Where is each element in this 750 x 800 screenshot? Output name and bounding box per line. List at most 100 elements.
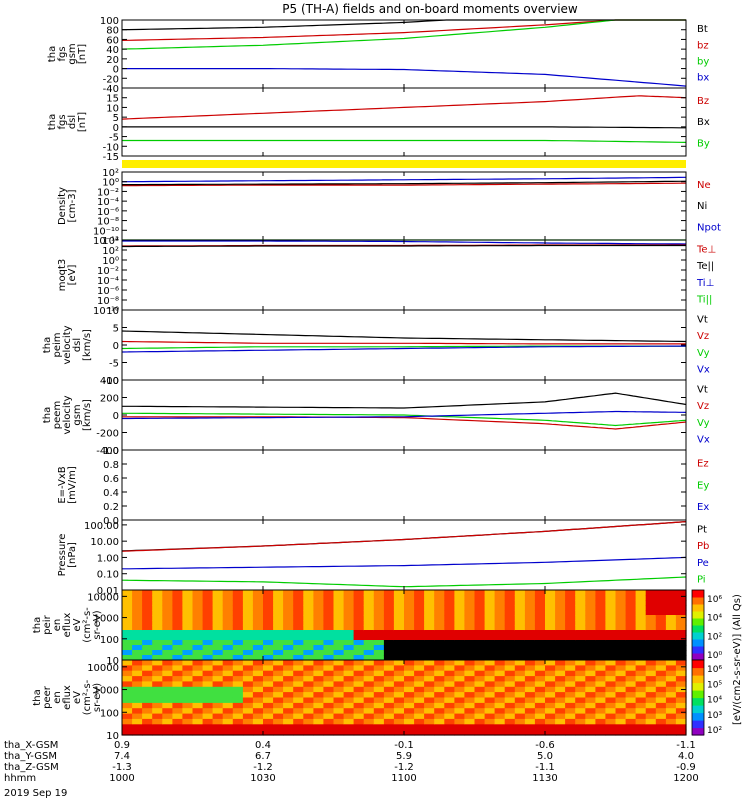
spectrogram-cell — [615, 650, 627, 656]
spectrogram-cell — [585, 655, 596, 661]
spectrogram-cell — [595, 655, 607, 661]
panel-frame — [121, 449, 687, 521]
spectrogram-cell — [363, 635, 375, 641]
spectrogram-cell — [444, 650, 455, 656]
spectrogram-cell — [565, 650, 576, 656]
spectrogram-cell — [655, 702, 667, 709]
spectrogram-cell — [393, 655, 405, 661]
y-tick-label: 10.00 — [90, 537, 119, 548]
spectrogram-cell — [524, 665, 536, 672]
legend-label: Pi — [697, 575, 706, 586]
spectrogram-cell — [182, 655, 194, 661]
spectrogram-cell — [393, 697, 405, 704]
spectrogram-cell — [494, 610, 506, 616]
spectrogram-cell — [373, 650, 385, 656]
spectrogram-cell — [645, 600, 657, 606]
spectrogram-cell — [484, 681, 496, 688]
spectrogram-cell — [122, 670, 133, 677]
spectrogram-cell — [252, 713, 264, 720]
spectrogram-cell — [615, 686, 627, 693]
spectrogram-cell — [222, 640, 234, 646]
spectrogram-cell — [645, 702, 657, 709]
spectrogram-cell — [393, 708, 405, 715]
spectrogram-cell — [313, 713, 325, 720]
spectrogram-cell — [333, 708, 345, 715]
spectrogram-cell — [363, 655, 375, 661]
spectrogram-cell — [605, 670, 617, 677]
spectrogram-cell — [645, 640, 657, 646]
spectrogram-cell — [444, 670, 455, 677]
spectrogram-cell — [424, 660, 435, 666]
spectrogram-cell — [232, 724, 244, 731]
spectrogram-cell — [393, 615, 405, 621]
spectrogram-cell — [565, 615, 576, 621]
spectrogram-cell — [464, 590, 476, 596]
y-tick-label: 10⁰ — [102, 178, 119, 189]
spectrogram-cell — [565, 665, 576, 672]
spectrogram-cell — [192, 595, 204, 601]
spectrogram-cell — [182, 729, 194, 736]
spectrogram-cell — [444, 724, 455, 731]
spectrogram-cell — [343, 692, 355, 699]
spectrogram-cell — [434, 670, 445, 677]
spectrogram-cell — [585, 635, 596, 641]
spectrogram-cell — [353, 595, 365, 601]
spectrogram-cell — [565, 600, 576, 606]
spectrogram-cell — [122, 650, 133, 656]
spectrogram-cell — [343, 713, 355, 720]
spectrogram-cell — [202, 665, 214, 672]
spectrogram-cell — [605, 625, 617, 631]
spectrogram-cell — [464, 713, 476, 720]
spectrogram-cell — [363, 697, 375, 704]
spectrogram-cell — [393, 718, 405, 725]
spectrogram-cell — [444, 692, 455, 699]
spectrogram-cell — [575, 640, 586, 646]
spectrogram-cell — [454, 660, 466, 666]
spectrogram-cell — [293, 676, 304, 683]
spectrogram-cell — [545, 610, 556, 616]
date-label: 2019 Sep 19 — [4, 788, 67, 799]
spectrogram-cell — [363, 645, 375, 651]
spectrogram-cell — [615, 625, 627, 631]
spectrogram-cell — [142, 708, 153, 715]
spectrogram-cell — [263, 713, 274, 720]
spectrogram-cell — [142, 605, 153, 611]
colorbar-segment — [692, 635, 704, 640]
spectrogram-cell — [313, 640, 325, 646]
spectrogram-cell — [565, 670, 576, 677]
legend-label: bx — [697, 73, 709, 84]
spectrogram-cell — [464, 692, 476, 699]
spectrogram-cell — [524, 615, 536, 621]
spectrogram-cell — [565, 620, 576, 626]
spectrogram-cell — [514, 708, 526, 715]
x-axis-row-value: 7.4 — [114, 751, 130, 762]
spectrogram-cell — [132, 681, 143, 688]
spectrogram-cell — [524, 620, 536, 626]
spectrogram-cell — [575, 692, 586, 699]
spectrogram-cell — [504, 630, 516, 636]
spectrogram-cell — [333, 713, 345, 720]
spectrogram-cell — [645, 595, 657, 601]
y-axis-label-line: tha — [42, 407, 53, 423]
spectrogram-cell — [484, 724, 496, 731]
spectrogram-cell — [615, 729, 627, 736]
spectrogram-cell — [283, 676, 294, 683]
spectrogram-cell — [585, 708, 596, 715]
spectrogram-cell — [545, 605, 556, 611]
colorbar-group: 10⁶10⁴10²10⁰10⁶10⁵10⁴10³10²[eV/(cm2-s-sr… — [691, 589, 743, 736]
spectrogram-cell — [625, 600, 637, 606]
spectrogram-cell — [333, 655, 345, 661]
spectrogram-cell — [363, 610, 375, 616]
colorbar-segment — [692, 642, 704, 647]
spectrogram-cell — [383, 630, 395, 636]
spectrogram-cell — [585, 660, 596, 666]
spectrogram-cell — [252, 615, 264, 621]
spectrogram-cell — [283, 660, 294, 666]
spectrogram-cell — [484, 640, 496, 646]
spectrogram-cell — [383, 615, 395, 621]
y-tick-label: 10² — [102, 168, 119, 179]
spectrogram-cell — [122, 724, 133, 731]
spectrogram-cell — [514, 660, 526, 666]
spectrogram-cell — [293, 702, 304, 709]
spectrogram-cell — [192, 635, 204, 641]
